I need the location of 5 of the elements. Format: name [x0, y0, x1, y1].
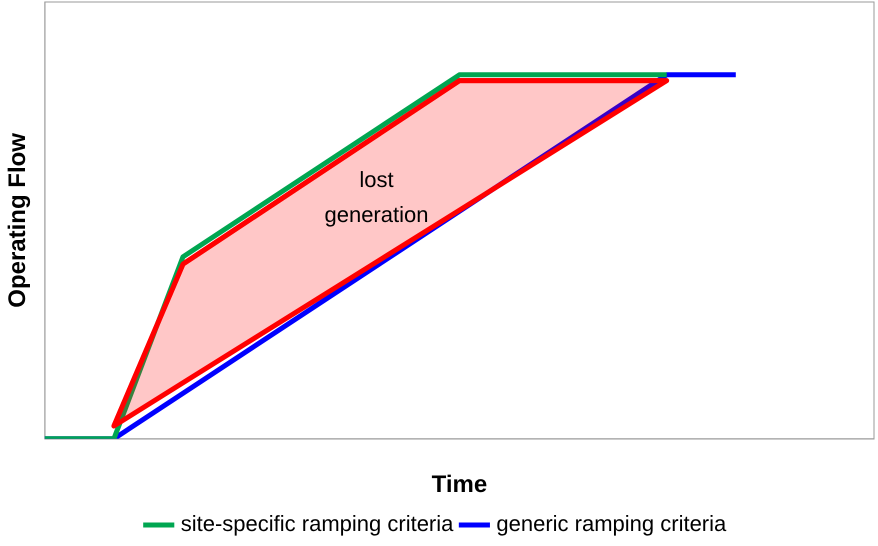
annotation: lost generation [324, 167, 428, 228]
x-axis-title: Time [432, 471, 488, 498]
legend-label: site-specific ramping criteria [180, 511, 454, 536]
y-axis-title: Operating Flow [4, 132, 32, 308]
legend-label: generic ramping criteria [496, 511, 728, 536]
